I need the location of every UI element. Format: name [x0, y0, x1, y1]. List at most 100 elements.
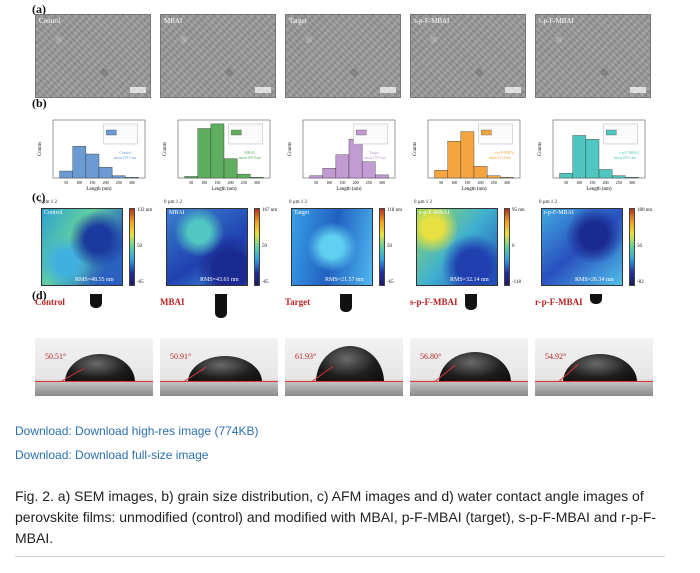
x-tick-label: 250 [241, 180, 247, 185]
afm-image: 0 µm 1 2 Target RMS=21.57 nm 118 nm 50 -65 [285, 200, 402, 286]
scale-bar [630, 87, 646, 93]
color-bar [379, 208, 385, 286]
color-bar-min: -82 [637, 280, 644, 285]
histogram-bar [85, 153, 100, 179]
y-axis-label: Counts [38, 142, 43, 156]
histogram-mean: mean:169.8 nm [239, 156, 262, 160]
baseline [410, 381, 528, 382]
download-highres-link[interactable]: Download: Download high-res image (774KB… [15, 424, 259, 438]
afm-height-map [291, 208, 373, 286]
histogram-bar [447, 141, 462, 179]
color-bar-max: 118 nm [387, 208, 402, 213]
histogram-bar [223, 158, 238, 179]
dispensing-needle [215, 294, 227, 318]
afm-height-map [416, 208, 498, 286]
x-tick-label: 100 [451, 180, 457, 185]
histogram-bar [98, 166, 113, 179]
panel-label-b: (b) [32, 96, 47, 110]
x-tick-label: 200 [228, 180, 234, 185]
histogram-legend: s-p-F-MBAI [494, 150, 515, 155]
sem-label: Control [39, 17, 61, 25]
divider [15, 556, 665, 557]
x-tick-label: 300 [379, 180, 385, 185]
color-bar [129, 208, 135, 286]
histogram-legend: Control [119, 150, 132, 155]
histogram-legend: Target [369, 150, 380, 155]
histogram-mean: mean:169.2 nm [614, 156, 637, 160]
dispensing-needle [340, 294, 352, 312]
contact-angle-sample-label: Target [285, 297, 311, 307]
dispensing-needle [590, 294, 602, 304]
afm-height-map [541, 208, 623, 286]
figure-caption: Fig. 2. a) SEM images, b) grain size dis… [15, 488, 657, 546]
x-tick-label: 200 [603, 180, 609, 185]
afm-label: r-p-F-MBAI [544, 210, 574, 216]
afm-image: 0 µm 1 2 r-p-F-MBAI RMS=26.34 nm 180 nm 50 -8… [535, 200, 653, 286]
x-tick-label: 50 [439, 180, 443, 185]
x-tick-label: 150 [589, 180, 595, 185]
x-tick-label: 100 [76, 180, 82, 185]
histogram-bar [625, 177, 639, 179]
histogram-bar [250, 177, 264, 179]
y-axis-label: Counts [413, 142, 418, 156]
afm-image: 0 µm 1 2 MBAI RMS=43.61 nm 167 nm 50 -65 [160, 200, 278, 286]
color-bar [629, 208, 635, 286]
color-bar-max: 167 nm [262, 208, 278, 213]
contact-angle-image: 61.93° [285, 338, 403, 396]
water-droplet [316, 346, 384, 382]
sem-image: s-p-F-MBAI [410, 14, 526, 98]
histogram-bar [210, 123, 225, 179]
scale-bar [130, 87, 146, 93]
sem-label: r-p-F-MBAI [539, 17, 574, 25]
histogram-bar [72, 146, 87, 179]
sem-label: MBAI [164, 17, 183, 25]
contact-angle-image: 54.92° [535, 338, 653, 396]
afm-axis-ticks: 0 µm 1 2 [289, 200, 308, 205]
histogram-bar [125, 177, 139, 179]
x-tick-label: 50 [314, 180, 318, 185]
histogram-legend: r-p-F-MBAI [619, 150, 640, 155]
histogram-bar [500, 177, 514, 179]
x-tick-label: 150 [214, 180, 220, 185]
afm-axis-ticks: 0 µm 1 2 [539, 200, 558, 205]
histogram-bar [361, 161, 376, 179]
figure-2: (a) (b) (c) (d) Control 50 100 150 200 250 300… [30, 0, 660, 402]
baseline [35, 381, 153, 382]
baseline [535, 381, 653, 382]
x-tick-label: 100 [576, 180, 582, 185]
sem-label: s-p-F-MBAI [414, 17, 450, 25]
afm-image: 0 µm 1 2 s-p-F-MBAI RMS=32.14 nm 95 nm 0 -118 [410, 200, 526, 286]
panel-label-a: (a) [32, 2, 46, 16]
histogram-bar [348, 139, 363, 179]
histogram-bar [111, 175, 126, 179]
x-tick-label: 200 [103, 180, 109, 185]
afm-axis-ticks: 0 µm 1 2 [164, 200, 183, 205]
scale-bar [255, 87, 271, 93]
histogram-bar [335, 154, 350, 179]
panel-label-d: (d) [32, 288, 47, 302]
x-tick-label: 100 [326, 180, 332, 185]
color-bar-min: -65 [137, 280, 144, 285]
color-bar-mid: 50 [387, 244, 392, 249]
color-bar [254, 208, 260, 286]
color-bar-min: -65 [387, 280, 394, 285]
x-tick-label: 300 [129, 180, 135, 185]
histogram-mean: mean:159.1 nm [114, 156, 137, 160]
grain-size-histogram: 50 100 150 200 250 300 MBAI mean:169.8 nm Length… [160, 108, 276, 192]
afm-label: MBAI [169, 210, 185, 216]
histogram-bar [460, 131, 475, 179]
contact-angle-value: 50.51° [45, 352, 67, 361]
download-fullsize-link[interactable]: Download: Download full-size image [15, 448, 209, 462]
afm-label: Target [294, 210, 310, 216]
grain-size-histogram: 50 100 150 200 250 300 Target mean:178.9 nm Leng… [285, 108, 401, 192]
x-axis-label: Length (nm) [336, 187, 361, 192]
histogram-legend: MBAI [244, 150, 255, 155]
histogram-bar [322, 168, 337, 179]
x-tick-label: 250 [366, 180, 372, 185]
sem-image: Target [285, 14, 401, 98]
x-tick-label: 200 [353, 180, 359, 185]
x-tick-label: 250 [616, 180, 622, 185]
contact-angle-sample-label: r-p-F-MBAI [535, 297, 583, 307]
histogram-mean: mean:178.9 nm [364, 156, 387, 160]
color-bar-max: 180 nm [637, 208, 653, 213]
